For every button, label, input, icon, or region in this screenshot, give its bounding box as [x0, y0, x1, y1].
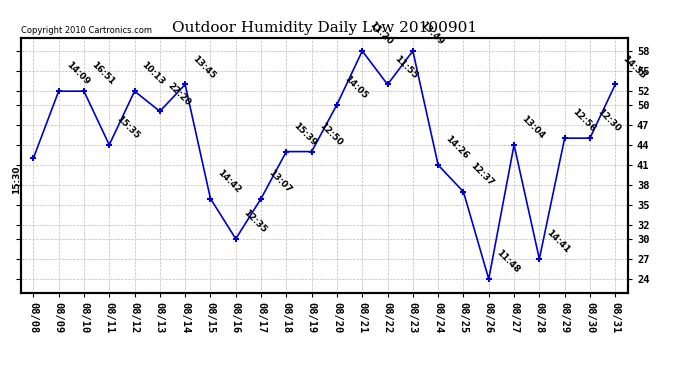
Text: 12:56: 12:56 [570, 107, 597, 134]
Title: Outdoor Humidity Daily Low 20100901: Outdoor Humidity Daily Low 20100901 [172, 21, 477, 35]
Text: 12:35: 12:35 [241, 208, 268, 235]
Text: 12:37: 12:37 [469, 161, 495, 188]
Text: 22:20: 22:20 [166, 81, 192, 107]
Text: 13:04: 13:04 [520, 114, 546, 141]
Text: 10:13: 10:13 [140, 60, 166, 87]
Text: 15:30: 15:30 [12, 165, 21, 194]
Text: 12:30: 12:30 [595, 108, 622, 134]
Text: 15:39: 15:39 [292, 121, 319, 147]
Text: 11:20: 11:20 [368, 20, 394, 47]
Text: 14:35: 14:35 [621, 54, 647, 80]
Text: 14:26: 14:26 [444, 134, 471, 161]
Text: Copyright 2010 Cartronics.com: Copyright 2010 Cartronics.com [21, 26, 152, 35]
Text: 11:55: 11:55 [393, 54, 420, 80]
Text: 11:48: 11:48 [494, 248, 521, 275]
Text: 14:09: 14:09 [64, 60, 91, 87]
Text: 15:35: 15:35 [115, 114, 141, 141]
Text: 12:50: 12:50 [317, 121, 344, 147]
Text: 13:49: 13:49 [418, 20, 445, 47]
Text: 14:41: 14:41 [545, 228, 572, 255]
Text: 13:07: 13:07 [266, 168, 293, 194]
Text: 16:51: 16:51 [90, 60, 116, 87]
Text: 13:45: 13:45 [190, 54, 217, 80]
Text: 14:42: 14:42 [216, 168, 243, 194]
Text: 14:05: 14:05 [342, 74, 369, 100]
